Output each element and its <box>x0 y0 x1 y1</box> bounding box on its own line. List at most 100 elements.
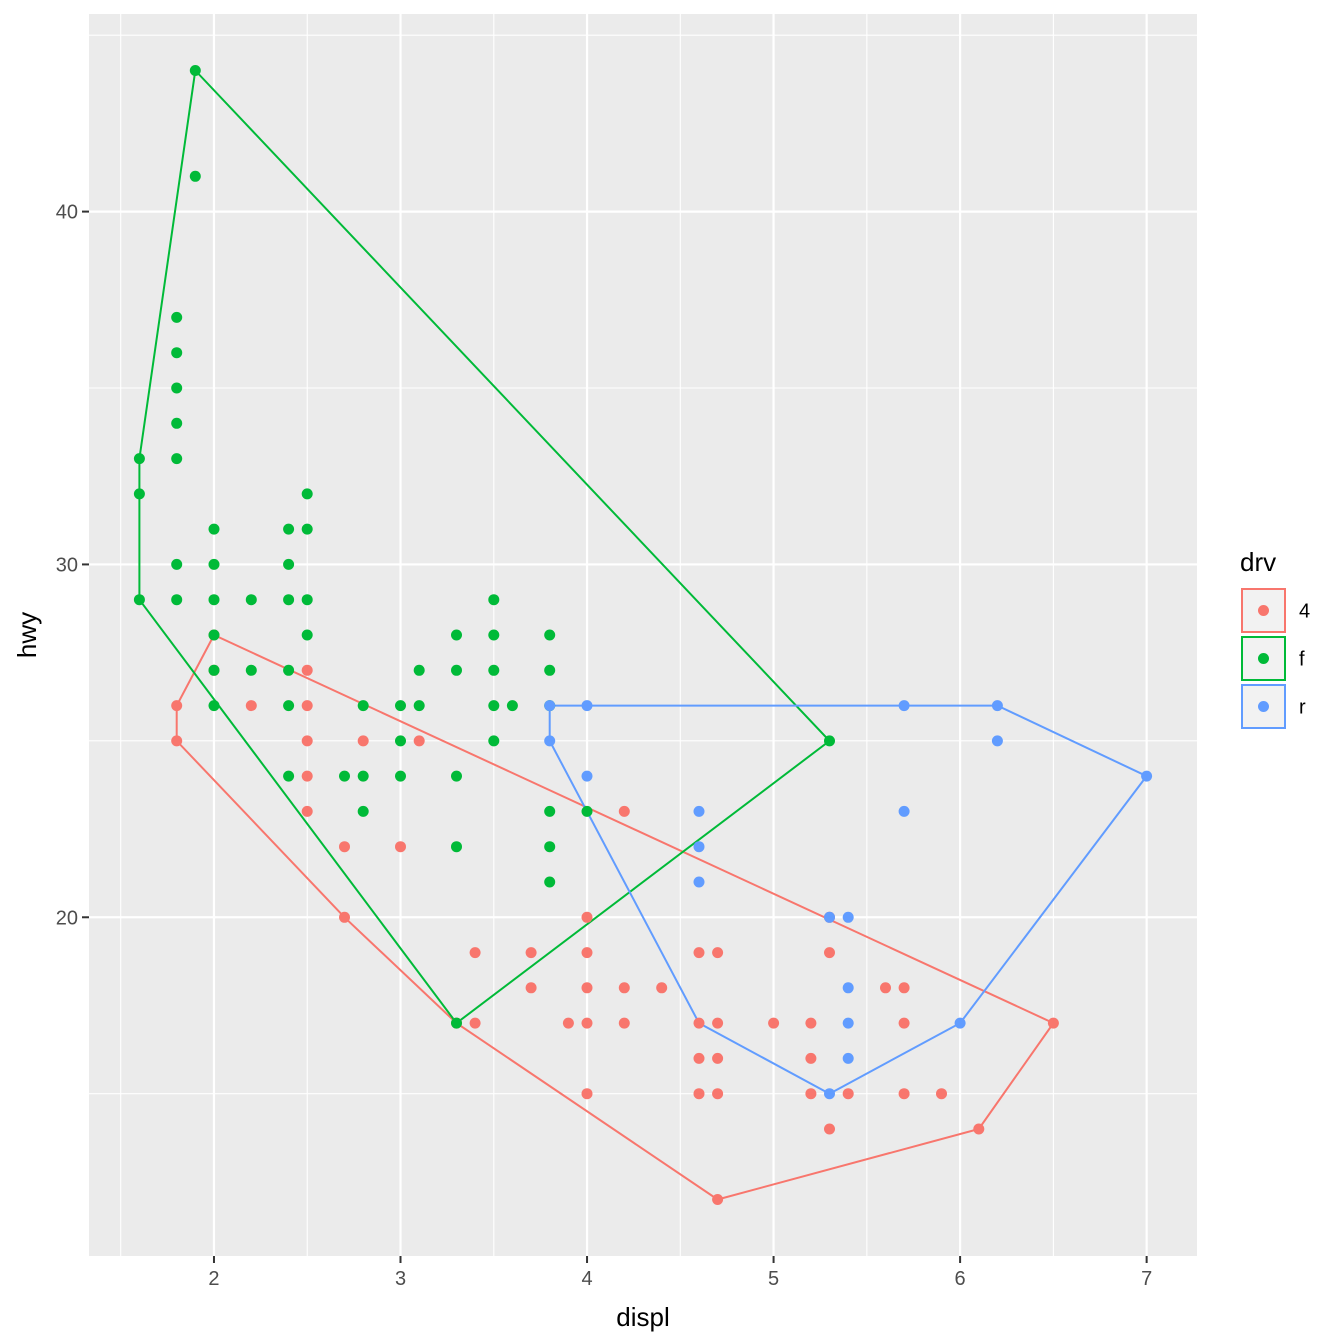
plot-panel <box>89 14 1197 1256</box>
point-r <box>693 876 705 888</box>
point-f <box>451 841 462 853</box>
point-4 <box>618 982 630 994</box>
point-f <box>451 664 462 676</box>
y-axis-title: hwy <box>12 612 42 658</box>
point-f <box>544 876 556 888</box>
point-f <box>301 629 313 641</box>
x-tick-label: 4 <box>581 1268 592 1290</box>
point-4 <box>656 982 668 994</box>
legend-marker-4 <box>1258 605 1269 616</box>
point-4 <box>171 700 183 712</box>
point-f <box>245 594 257 606</box>
point-r <box>954 1017 966 1029</box>
y-tick-label: 30 <box>56 554 78 576</box>
point-f <box>245 664 257 676</box>
legend-label-r: r <box>1299 697 1306 719</box>
point-f <box>395 770 406 782</box>
point-r <box>991 735 1003 747</box>
point-4 <box>898 982 910 994</box>
point-r <box>824 911 835 923</box>
point-4 <box>824 947 835 959</box>
point-4 <box>1047 1017 1059 1029</box>
point-4 <box>357 735 369 747</box>
point-f <box>544 629 556 641</box>
legend-label-4: 4 <box>1299 601 1310 623</box>
point-r <box>544 700 556 712</box>
point-f <box>171 417 183 429</box>
point-f <box>488 735 500 747</box>
point-f <box>488 594 500 606</box>
point-4 <box>973 1123 985 1135</box>
point-4 <box>413 735 425 747</box>
point-f <box>171 558 183 570</box>
hull-r <box>548 704 1149 1095</box>
point-4 <box>712 1052 724 1064</box>
point-f <box>208 558 220 570</box>
point-4 <box>581 947 593 959</box>
x-tick-label: 6 <box>955 1268 966 1290</box>
point-4 <box>898 1088 910 1100</box>
point-f <box>208 523 220 535</box>
point-f <box>171 347 183 359</box>
point-f <box>171 453 183 465</box>
y-tick-label: 20 <box>56 907 78 929</box>
point-r <box>581 700 593 712</box>
point-f <box>357 700 369 712</box>
point-4 <box>581 982 593 994</box>
point-f <box>208 629 220 641</box>
point-f <box>301 523 313 535</box>
point-f <box>413 664 425 676</box>
point-f <box>133 453 145 465</box>
point-4 <box>301 770 313 782</box>
point-4 <box>469 947 481 959</box>
point-f <box>208 594 220 606</box>
point-f <box>451 770 462 782</box>
x-axis: 2 3 4 5 6 7 <box>208 1256 1152 1290</box>
point-4 <box>525 947 537 959</box>
point-4 <box>301 805 313 817</box>
x-tick-label: 5 <box>768 1268 779 1290</box>
point-f <box>283 664 295 676</box>
point-f <box>171 594 183 606</box>
point-f <box>413 700 425 712</box>
point-4 <box>805 1088 817 1100</box>
point-r <box>842 982 854 994</box>
point-f <box>171 311 183 323</box>
point-f <box>451 629 462 641</box>
point-4 <box>898 1017 910 1029</box>
point-4 <box>936 1088 947 1100</box>
point-f <box>488 664 500 676</box>
point-f <box>824 735 835 747</box>
point-r <box>842 1017 854 1029</box>
point-f <box>283 523 295 535</box>
point-4 <box>301 664 313 676</box>
point-r <box>824 1088 835 1100</box>
x-tick-label: 2 <box>208 1268 219 1290</box>
point-4 <box>618 1017 630 1029</box>
point-f <box>283 700 295 712</box>
point-4 <box>301 735 313 747</box>
point-4 <box>693 1017 705 1029</box>
point-r <box>842 911 854 923</box>
point-f <box>189 65 201 76</box>
point-4 <box>880 982 891 994</box>
point-4 <box>339 841 350 853</box>
point-4 <box>712 1017 724 1029</box>
point-f <box>301 488 313 500</box>
legend: drv 4 f r <box>1240 547 1310 729</box>
legend-marker-f <box>1258 653 1269 664</box>
legend-marker-r <box>1258 701 1269 712</box>
point-4 <box>824 1123 835 1135</box>
point-4 <box>693 1088 705 1100</box>
x-axis-title: displ <box>616 1302 669 1332</box>
point-f <box>283 594 295 606</box>
x-tick-label: 3 <box>395 1268 406 1290</box>
point-4 <box>618 805 630 817</box>
x-tick-label: 7 <box>1141 1268 1152 1290</box>
point-4 <box>768 1017 780 1029</box>
point-r <box>842 1052 854 1064</box>
point-f <box>544 841 556 853</box>
point-r <box>581 770 593 782</box>
point-4 <box>693 1052 705 1064</box>
